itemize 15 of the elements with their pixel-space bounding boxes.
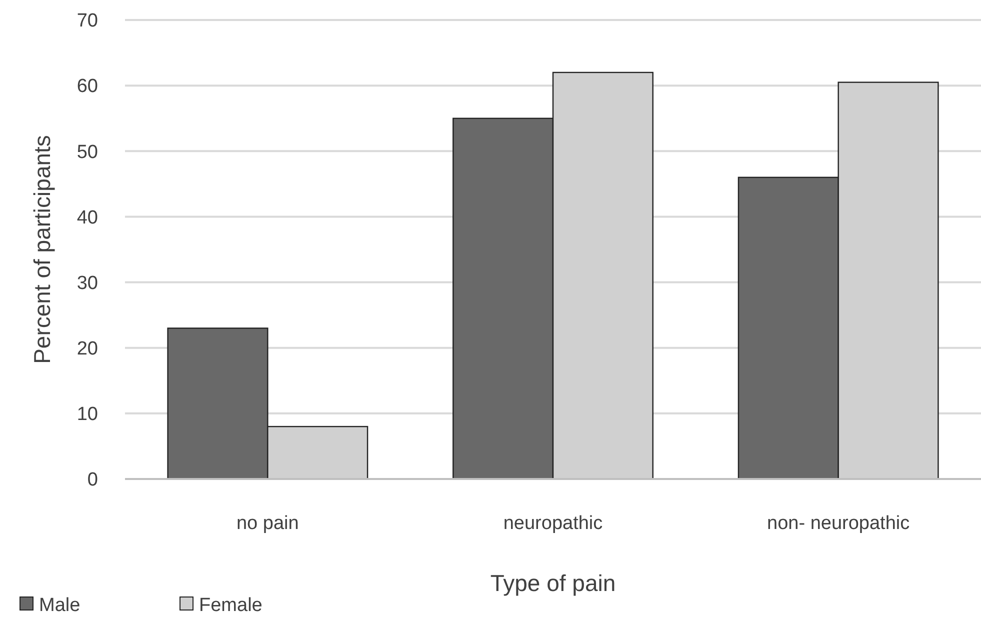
y-tick-label: 30: [76, 272, 98, 294]
legend-label: Female: [199, 595, 262, 616]
y-tick-label: 60: [76, 76, 98, 98]
x-tick-label: neuropathic: [503, 513, 603, 534]
x-tick-label: no pain: [236, 513, 299, 534]
y-tick-label: 20: [76, 338, 98, 360]
x-tick-label: non- neuropathic: [767, 513, 910, 534]
y-tick-label: 40: [76, 207, 98, 228]
y-tick-label: 10: [76, 404, 98, 426]
legend-label: Male: [39, 595, 80, 616]
y-axis-title: Percent of participants: [29, 135, 55, 364]
y-tick-label: 70: [76, 10, 98, 32]
y-tick-label: 0: [87, 470, 98, 491]
x-axis-title: Type of pain: [490, 570, 616, 596]
y-tick-label: 50: [76, 142, 98, 163]
